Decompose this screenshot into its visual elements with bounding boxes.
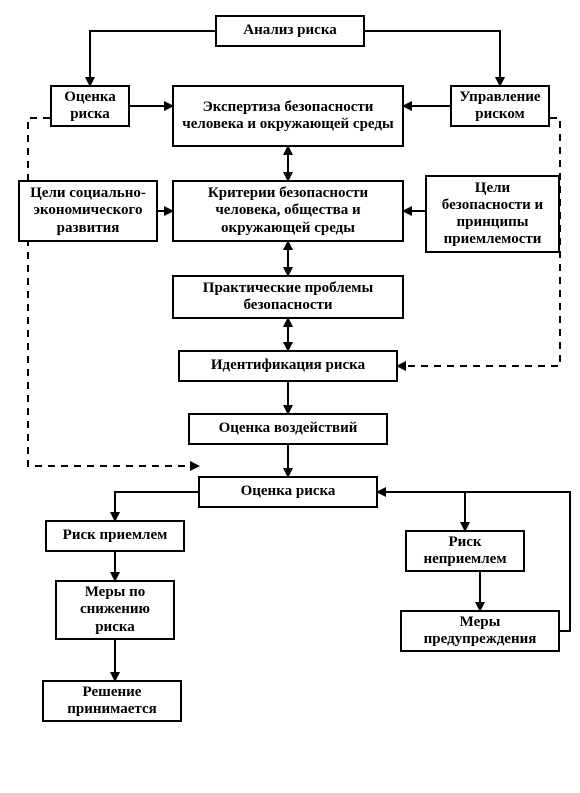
node-label: Решение принимается [50, 684, 174, 719]
node-n_criteria: Критерии безопасности человека, общества… [172, 180, 404, 242]
node-label: Оценка риска [241, 483, 336, 500]
node-n_eval1: Оценка риска [50, 85, 130, 127]
node-label: Меры по снижению риска [63, 584, 167, 636]
node-n_reduce: Меры по снижению риска [55, 580, 175, 640]
node-label: Цели безопасности и принципы приемлемост… [433, 180, 552, 249]
node-label: Управление риском [458, 89, 542, 124]
node-label: Оценка риска [58, 89, 122, 124]
node-label: Цели социально-экономического развития [26, 185, 150, 237]
node-n_manage: Управление риском [450, 85, 550, 127]
node-label: Анализ риска [243, 22, 337, 39]
node-n_accept: Риск приемлем [45, 520, 185, 552]
node-label: Экспертиза безопасности человека и окруж… [180, 99, 396, 134]
node-n_prevent: Меры предупреждения [400, 610, 560, 652]
node-label: Оценка воздействий [219, 420, 358, 437]
edge-1 [365, 31, 500, 85]
node-n_notaccept: Риск неприемлем [405, 530, 525, 572]
node-label: Риск неприемлем [413, 534, 517, 569]
node-n_decision: Решение принимается [42, 680, 182, 722]
node-n_ident: Идентификация риска [178, 350, 398, 382]
diagram-canvas: Анализ риска Оценка риска Экспертиза безоп… [0, 0, 580, 793]
node-n_analysis: Анализ риска [215, 15, 365, 47]
edge-12 [378, 492, 465, 530]
node-n_goals_safe: Цели безопасности и принципы приемлемост… [425, 175, 560, 253]
edge-11 [115, 492, 198, 520]
node-label: Меры предупреждения [408, 614, 552, 649]
node-label: Критерии безопасности человека, общества… [180, 185, 396, 237]
node-label: Практические проблемы безопасности [180, 280, 396, 315]
node-n_impact: Оценка воздействий [188, 413, 388, 445]
edge-0 [90, 31, 215, 85]
node-n_goals_eco: Цели социально-экономического развития [18, 180, 158, 242]
node-label: Риск приемлем [63, 527, 168, 544]
node-n_eval2: Оценка риска [198, 476, 378, 508]
node-n_practical: Практические проблемы безопасности [172, 275, 404, 319]
node-label: Идентификация риска [211, 357, 365, 374]
node-n_expert: Экспертиза безопасности человека и окруж… [172, 85, 404, 147]
